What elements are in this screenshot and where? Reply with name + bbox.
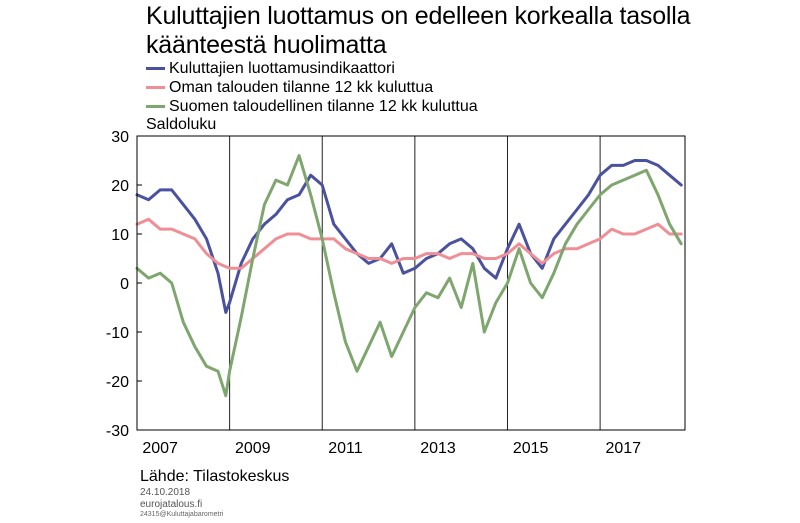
legend-item-2: Oman talouden tilanne 12 kk kuluttua <box>146 78 478 97</box>
series-line-3 <box>135 154 683 398</box>
publish-date: 24.10.2018 <box>140 487 191 498</box>
y-tick-label: 10 <box>111 227 129 244</box>
y-axis-unit-label: Saldoluku <box>146 116 217 133</box>
x-tick-label: 2009 <box>235 440 271 457</box>
series-line-2 <box>135 217 683 270</box>
legend-swatch-1 <box>146 67 165 70</box>
legend-item-1: Kuluttajien luottamusindikaattori <box>146 59 478 78</box>
x-tick-label: 2013 <box>420 440 456 457</box>
legend-item-3: Suomen taloudellinen tilanne 12 kk kulut… <box>146 97 478 116</box>
chart-title-line-2: käänteestä huolimatta <box>146 31 387 59</box>
y-tick-label: 30 <box>111 129 129 146</box>
legend-label-2: Oman talouden tilanne 12 kk kuluttua <box>169 78 434 96</box>
site-name: eurojatalous.fi <box>140 499 203 510</box>
y-tick-label: -30 <box>106 423 129 440</box>
chart-title-line-1: Kuluttajien luottamus on edelleen korkea… <box>146 2 691 30</box>
y-tick-label: 0 <box>120 276 129 293</box>
y-tick-label: -10 <box>106 325 129 342</box>
y-tick-label: 20 <box>111 178 129 195</box>
legend-label-1: Kuluttajien luottamusindikaattori <box>169 59 395 77</box>
legend-swatch-3 <box>146 105 165 108</box>
legend-label-3: Suomen taloudellinen tilanne 12 kk kulut… <box>169 97 478 115</box>
x-tick-label: 2011 <box>328 440 363 457</box>
source-label: Lähde: Tilastokeskus <box>140 468 290 485</box>
x-tick-label: 2007 <box>142 440 178 457</box>
y-tick-label: -20 <box>106 374 129 391</box>
chart-title: Kuluttajien luottamus on edelleen korkea… <box>146 2 786 60</box>
x-tick-label: 2015 <box>513 440 549 457</box>
legend: Kuluttajien luottamusindikaattori Oman t… <box>146 59 478 116</box>
series-line-1 <box>135 159 683 314</box>
file-id: 24315@Kuluttajabarometri <box>140 511 224 518</box>
legend-swatch-2 <box>146 86 165 89</box>
x-tick-label: 2017 <box>605 440 641 457</box>
